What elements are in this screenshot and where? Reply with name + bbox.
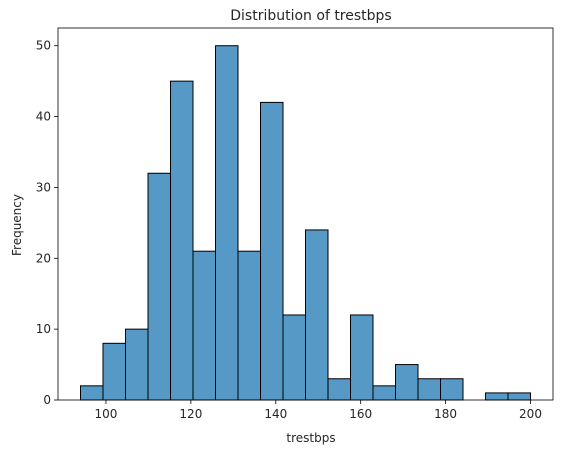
x-axis-label: trestbps (286, 431, 335, 445)
histogram-bar (102, 342, 126, 401)
histogram-bar (282, 314, 306, 401)
histogram-bar (507, 392, 531, 401)
y-tick-label: 30 (36, 180, 51, 194)
histogram-bar (260, 101, 284, 401)
histogram-bar (485, 392, 509, 401)
chart-title: Distribution of trestbps (230, 8, 391, 24)
x-tick-label: 100 (95, 407, 118, 421)
histogram-bar (305, 229, 329, 401)
histogram-bar (417, 378, 441, 401)
bars (80, 45, 531, 401)
histogram-bar (440, 378, 464, 401)
histogram-bar (147, 172, 171, 401)
histogram-bar (170, 80, 194, 401)
x-axis-ticks: 100 120 140 160 180 200 (95, 400, 542, 421)
histogram-bar (372, 385, 396, 401)
histogram-bar (125, 328, 149, 401)
y-tick-label: 0 (43, 393, 51, 407)
histogram-bar (327, 378, 351, 401)
x-tick-label: 160 (349, 407, 372, 421)
histogram-bar (80, 385, 104, 401)
y-axis-ticks: 0 10 20 30 40 50 (36, 39, 58, 407)
plot-frame (57, 27, 554, 401)
y-axis-label: Frequency (10, 194, 24, 256)
y-tick-label: 50 (36, 39, 51, 53)
x-tick-label: 120 (179, 407, 202, 421)
histogram-bar (350, 314, 374, 401)
x-tick-label: 200 (519, 407, 542, 421)
histogram-bar (237, 250, 261, 401)
histogram-bar (395, 364, 419, 401)
x-tick-label: 140 (264, 407, 287, 421)
y-tick-label: 40 (36, 110, 51, 124)
y-tick-label: 20 (36, 251, 51, 265)
histogram-bar (192, 250, 216, 401)
y-tick-label: 10 (36, 322, 51, 336)
x-tick-label: 180 (434, 407, 457, 421)
histogram-bar (215, 45, 239, 401)
